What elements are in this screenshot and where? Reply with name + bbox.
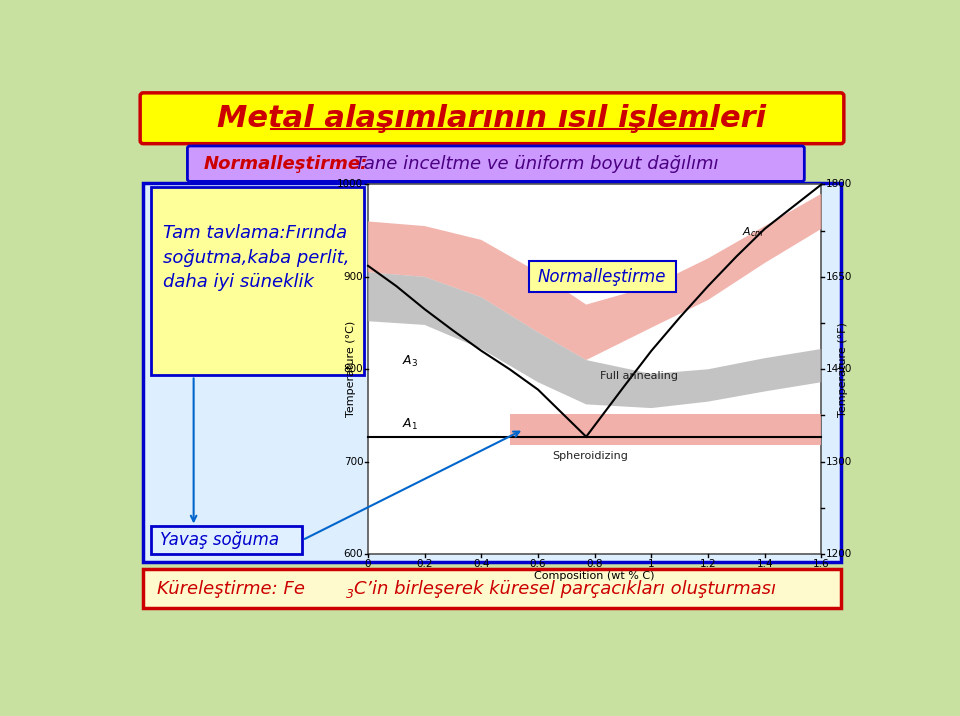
Text: 3: 3 — [346, 588, 353, 601]
FancyBboxPatch shape — [529, 261, 676, 292]
Polygon shape — [368, 272, 822, 408]
Polygon shape — [368, 194, 822, 360]
Text: Tane inceltme ve üniform boyut dağılımı: Tane inceltme ve üniform boyut dağılımı — [348, 155, 718, 173]
FancyBboxPatch shape — [140, 93, 844, 144]
Text: 1.6: 1.6 — [813, 559, 829, 569]
Text: 800: 800 — [344, 364, 363, 374]
Text: C’in birleşerek küresel parçacıkları oluşturması: C’in birleşerek küresel parçacıkları olu… — [354, 580, 776, 598]
Bar — [368, 185, 822, 554]
Text: 1: 1 — [648, 559, 655, 569]
FancyBboxPatch shape — [151, 187, 364, 375]
Text: Full annealing: Full annealing — [600, 371, 679, 381]
Text: 1000: 1000 — [337, 180, 363, 190]
Text: Composition (wt % C): Composition (wt % C) — [535, 571, 655, 581]
FancyBboxPatch shape — [143, 183, 841, 562]
FancyBboxPatch shape — [187, 146, 804, 181]
Text: 1650: 1650 — [826, 272, 852, 282]
Text: Tam tavlama:Fırında: Tam tavlama:Fırında — [162, 224, 347, 242]
Text: 1.2: 1.2 — [700, 559, 716, 569]
Text: 0.8: 0.8 — [587, 559, 603, 569]
Text: Spheroidizing: Spheroidizing — [552, 451, 628, 461]
Text: 1800: 1800 — [826, 180, 852, 190]
Text: Metal alaşımlarının ısıl işlemleri: Metal alaşımlarının ısıl işlemleri — [217, 104, 767, 132]
Text: 700: 700 — [344, 457, 363, 467]
Text: Küreleştirme: Fe: Küreleştirme: Fe — [157, 580, 305, 598]
Text: 1200: 1200 — [826, 549, 852, 559]
FancyBboxPatch shape — [151, 526, 302, 554]
Text: 0: 0 — [365, 559, 372, 569]
Text: Yavaş soğuma: Yavaş soğuma — [160, 531, 279, 549]
Text: $A_3$: $A_3$ — [402, 354, 419, 369]
Text: 0.6: 0.6 — [530, 559, 546, 569]
Text: daha iyi süneklik: daha iyi süneklik — [162, 274, 314, 291]
Text: Temperature (°C): Temperature (°C) — [346, 321, 356, 417]
FancyBboxPatch shape — [143, 569, 841, 608]
Text: Normalleştirme:: Normalleştirme: — [204, 155, 368, 173]
Text: $A_1$: $A_1$ — [402, 417, 418, 432]
Text: 1300: 1300 — [826, 457, 852, 467]
Text: 900: 900 — [344, 272, 363, 282]
Text: 600: 600 — [344, 549, 363, 559]
Bar — [510, 414, 822, 445]
Text: Normalleştirme: Normalleştirme — [538, 268, 666, 286]
Text: soğutma,kaba perlit,: soğutma,kaba perlit, — [162, 248, 349, 266]
Text: $A_{cm}$: $A_{cm}$ — [742, 226, 763, 239]
Text: 1.4: 1.4 — [756, 559, 773, 569]
Text: Temperature (°F): Temperature (°F) — [838, 322, 848, 417]
Text: 0.2: 0.2 — [417, 559, 433, 569]
Text: 1450: 1450 — [826, 364, 852, 374]
Text: 0.4: 0.4 — [473, 559, 490, 569]
